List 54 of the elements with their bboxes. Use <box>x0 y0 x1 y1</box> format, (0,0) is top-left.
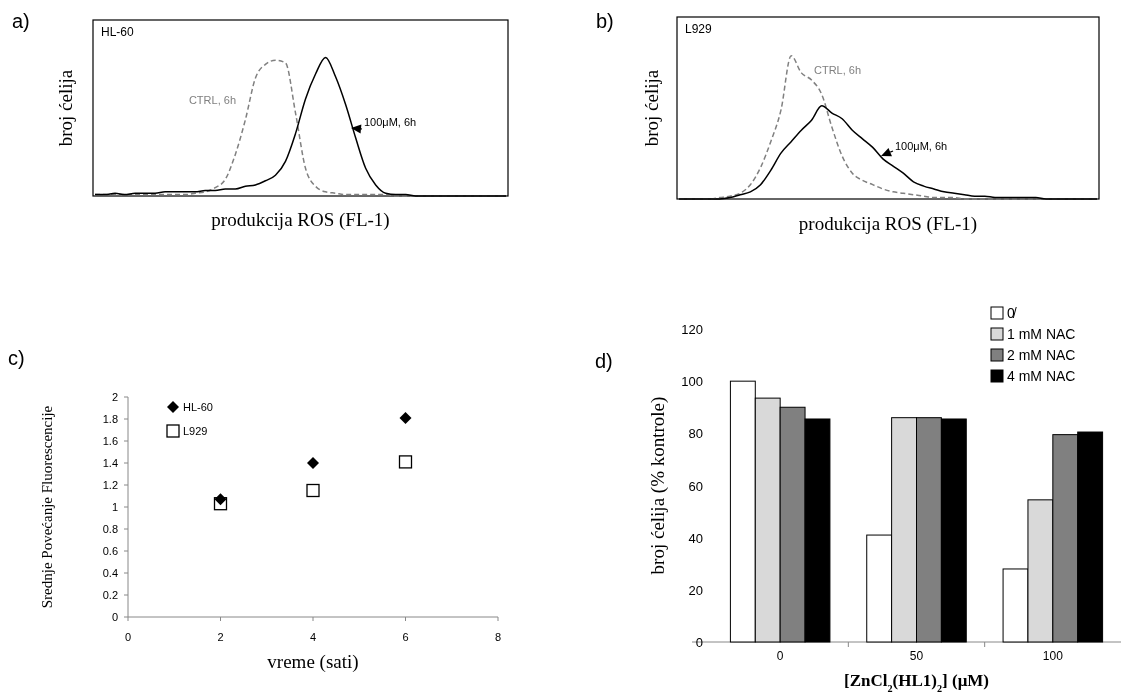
y-tick-label: 40 <box>688 530 703 546</box>
legend-label: 1 mM NAC <box>1007 326 1076 342</box>
y-tick-label: 1.8 <box>102 413 118 425</box>
x-tick-label: 0 <box>776 649 784 663</box>
x-axis-title: produkcija ROS (FL-1) <box>211 209 390 231</box>
x-tick-label: 100 <box>1042 649 1064 663</box>
legend-label: 100μM, 6h <box>895 140 948 152</box>
point <box>307 457 319 469</box>
y-tick-label: 80 <box>688 426 703 442</box>
x-tick-label: 2 <box>217 631 224 643</box>
point <box>214 493 227 506</box>
series-label: CTRL, 6h <box>814 64 862 76</box>
legend-label: 4 mM NAC <box>1007 368 1076 384</box>
y-tick-label: 0.8 <box>102 523 118 535</box>
chart-title: c) <box>8 347 25 369</box>
y-tick-label: 60 <box>688 478 703 494</box>
y-tick-label: 0.6 <box>102 545 118 557</box>
chart-title: a) <box>12 10 30 32</box>
y-tick-label: 0 <box>111 611 118 623</box>
text: L929 <box>685 22 713 36</box>
x-axis-title: vreme (sati) <box>267 651 359 673</box>
y-tick-label: 1 <box>111 501 118 513</box>
y-axis-title: broj ćelija <box>55 69 76 147</box>
legend-label: 100μM, 6h <box>364 116 417 128</box>
x-tick-label: 8 <box>494 631 502 643</box>
y-tick-label: 0.4 <box>102 567 118 579</box>
chart-title: b) <box>596 10 614 32</box>
point <box>399 411 412 424</box>
point <box>398 455 413 469</box>
y-axis-title: Srednje Povećanje Fluorescencije <box>39 405 55 609</box>
y-axis-title: broj ćelija <box>641 69 662 147</box>
y-tick-label: 1.4 <box>102 457 118 469</box>
x-tick-label: 4 <box>309 631 317 643</box>
legend-label: HL-60 <box>183 401 213 413</box>
x-tick-label: 0 <box>124 631 132 643</box>
y-tick-label: 0.2 <box>102 589 118 601</box>
y-tick-label: 1.2 <box>102 479 118 491</box>
x-tick-label: 6 <box>402 631 409 643</box>
y-tick-label: 2 <box>111 391 118 403</box>
legend-label: 0̸ <box>1007 305 1017 321</box>
y-tick-label: 20 <box>688 582 703 598</box>
y-axis-title: broj ćelija (% kontrole) <box>647 396 669 575</box>
y-tick-label: 120 <box>681 322 703 337</box>
legend-label: L929 <box>183 425 208 437</box>
legend-label: 2 mM NAC <box>1007 347 1076 363</box>
point <box>306 483 320 498</box>
x-axis-title: produkcija ROS (FL-1) <box>798 213 978 235</box>
y-tick-label: 1.6 <box>102 435 118 447</box>
text: d) <box>595 350 613 372</box>
text: HL-60 <box>101 25 135 39</box>
y-tick-label: 100 <box>681 374 703 390</box>
series-label: CTRL, 6h <box>188 94 236 106</box>
x-tick-label: 50 <box>909 649 924 663</box>
x-axis-title: [ZnCl$_{2}$(HL1)$_{2}$] (μM) <box>844 671 989 693</box>
